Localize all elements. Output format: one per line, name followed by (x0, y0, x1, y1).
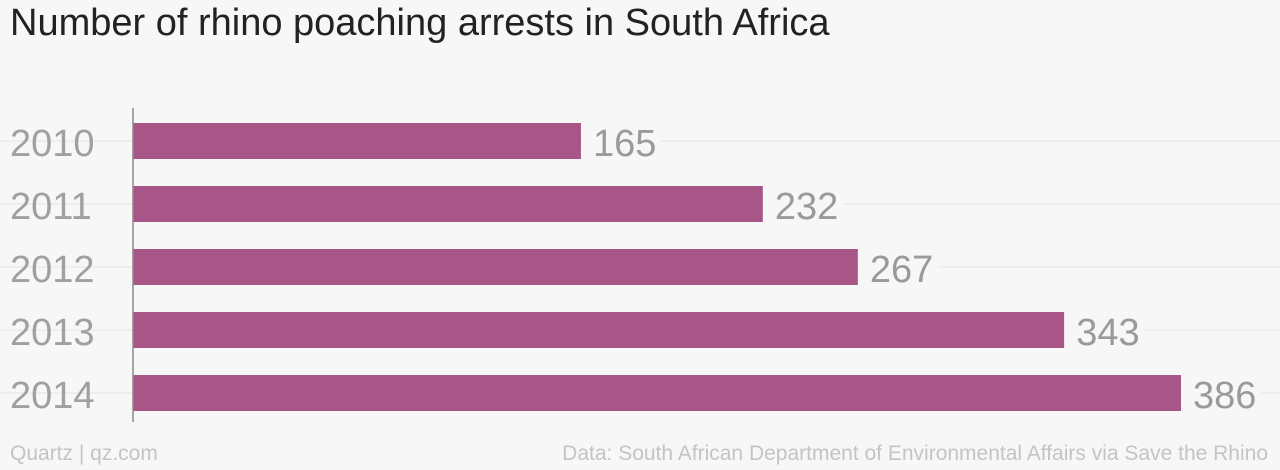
value-label-background (857, 247, 938, 287)
bar (133, 375, 1181, 411)
category-label: 2012 (10, 249, 95, 291)
value-label-background (1181, 373, 1261, 413)
bar (133, 123, 581, 159)
category-label: 2013 (10, 312, 95, 354)
footer-credit: Quartz | qz.com (10, 442, 158, 465)
footer-source: Data: South African Department of Enviro… (562, 442, 1268, 465)
category-label: 2010 (10, 123, 95, 165)
bar (133, 312, 1065, 348)
value-label-background (580, 121, 661, 161)
value-label: 232 (775, 186, 838, 228)
category-label: 2014 (10, 375, 95, 417)
value-label: 386 (1193, 375, 1256, 417)
chart-title: Number of rhino poaching arrests in Sout… (10, 2, 830, 44)
value-label: 165 (593, 123, 656, 165)
bar (133, 249, 858, 285)
value-label: 343 (1076, 312, 1139, 354)
value-label-background (1064, 310, 1145, 350)
category-label: 2011 (10, 186, 92, 228)
value-label-background (762, 184, 843, 224)
value-label: 267 (870, 249, 933, 291)
bar (133, 186, 763, 222)
